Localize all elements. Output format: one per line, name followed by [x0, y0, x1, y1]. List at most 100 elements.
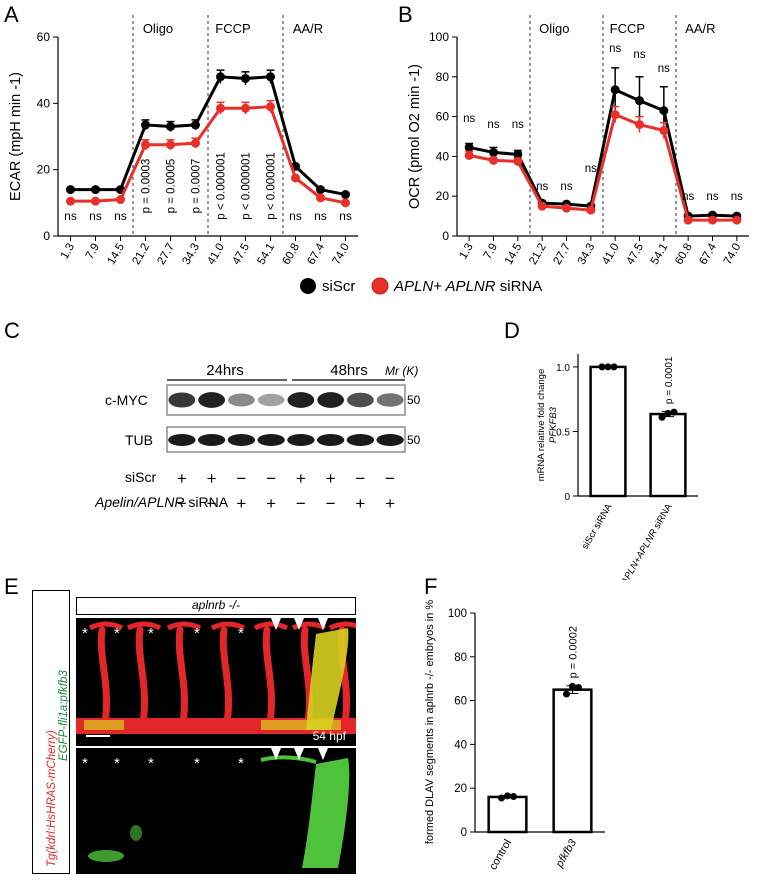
y-tick-label: 40 — [37, 96, 51, 110]
data-point — [586, 205, 596, 215]
band-myc — [346, 392, 374, 408]
arrowhead — [294, 618, 304, 630]
y-tick-label: 20 — [436, 189, 450, 203]
x-tick-label: 21.2 — [527, 242, 549, 267]
data-point — [670, 408, 678, 416]
band-tub — [227, 434, 256, 446]
y-tick-label: 60 — [454, 696, 467, 708]
data-point — [291, 173, 300, 183]
panel-letter-b: B — [398, 2, 413, 27]
annotation-ns: ns — [633, 49, 645, 61]
blot-size-tub: 50 — [407, 433, 421, 447]
data-point — [216, 72, 225, 82]
sign-sirna: + — [385, 494, 395, 513]
western-blot: 24hrs 48hrs Mr (K) c-MYC TUB 50 50 siScr… — [95, 362, 421, 513]
x-tick-label: 60.8 — [281, 242, 303, 267]
x-tick-label: 1.3 — [59, 242, 77, 262]
y-tick-label: 60 — [436, 110, 450, 124]
y-axis-label: ECAR (mpH min -1) — [8, 72, 24, 201]
sign-sirna: + — [355, 494, 365, 513]
asterisk: * — [148, 625, 154, 642]
data-point — [510, 793, 517, 801]
y-tick-label: 100 — [448, 608, 467, 620]
data-point — [659, 106, 669, 116]
y-tick-label: 60 — [37, 30, 51, 44]
data-point — [316, 185, 325, 195]
y-tick-label: 0 — [461, 827, 467, 839]
panel-letter-c: C — [4, 318, 20, 343]
data-point — [575, 683, 582, 691]
y-tick-label: 20 — [454, 783, 467, 795]
legend-marker-siscr — [300, 278, 316, 294]
sign-sirna: − — [207, 494, 217, 513]
blot-size-myc: 50 — [407, 393, 421, 407]
band-tub — [257, 434, 285, 446]
arrowhead — [318, 748, 328, 760]
phase-label: FCCP — [215, 21, 250, 36]
annotation-ns: ns — [585, 163, 597, 175]
legend-label-siscr: siScr — [322, 278, 355, 295]
green-cell — [130, 825, 142, 841]
annotation-ns: ns — [682, 191, 694, 203]
asterisk: * — [82, 755, 88, 772]
annotation-ns: ns — [609, 43, 621, 55]
dorsal-vessel-segment — [210, 621, 246, 631]
annotation-ns: ns — [463, 113, 475, 125]
data-point — [241, 103, 250, 113]
data-point — [91, 196, 100, 206]
panel-letter-a: A — [4, 2, 19, 27]
dorsal-vessel-segment — [166, 621, 202, 631]
annotation-ns: ns — [114, 209, 127, 223]
green-overlap — [306, 628, 349, 730]
bar — [589, 365, 627, 498]
band-tub — [287, 434, 315, 446]
x-tick-label: 14.5 — [503, 242, 525, 267]
y-tick-label: 20 — [37, 163, 51, 177]
asterisk: * — [82, 625, 88, 642]
x-tick-label: 74.0 — [331, 242, 353, 267]
legend: siScr APLN+ APLNR siRNA — [300, 277, 542, 295]
data-point — [489, 155, 498, 165]
x-tick-label: 27.7 — [156, 242, 178, 267]
data-point — [489, 147, 498, 157]
x-tick-label: 41.0 — [600, 242, 622, 267]
x-tick-label: 67.4 — [306, 241, 328, 267]
data-point — [658, 413, 666, 421]
chart-a: 0 20 40 60 1.3 7.9 14.5 21.2 27.7 34.3 41.0 47.5 54.… — [8, 15, 358, 267]
phase-label: AA/R — [685, 21, 715, 36]
annotation-ns: ns — [289, 209, 302, 223]
x-tick-label: 34.3 — [181, 242, 203, 267]
annotation-p: p = 0.0003 — [141, 159, 153, 214]
band-myc — [287, 392, 315, 408]
data-point — [537, 201, 547, 211]
phase-label: Oligo — [539, 21, 569, 36]
data-point — [141, 140, 150, 150]
annotation-p: p = 0.0001 — [664, 356, 675, 404]
y-tick-label: 100 — [429, 30, 449, 44]
blot-row-label-tub: TUB — [125, 432, 153, 448]
data-point — [266, 102, 275, 112]
sign-sirna: + — [266, 494, 276, 513]
sign-siscr: − — [266, 469, 276, 488]
annotation-ns: ns — [706, 191, 718, 203]
data-point — [316, 193, 325, 203]
band-tub — [197, 434, 226, 446]
x-tick-label: 67.4 — [698, 241, 720, 267]
band-myc — [317, 392, 345, 408]
annotation-ns: ns — [731, 191, 743, 203]
annotation-ns: ns — [536, 181, 548, 193]
asterisk: * — [238, 755, 244, 772]
asterisk: * — [114, 755, 120, 772]
data-point — [708, 215, 717, 225]
x-tick-label: pfkfb3 — [553, 837, 579, 871]
intersegmental-vessel — [262, 626, 275, 732]
sign-siscr: − — [236, 469, 246, 488]
sign-siscr: + — [296, 469, 306, 488]
asterisk: * — [238, 625, 244, 642]
green-overlap — [261, 720, 341, 730]
y-tick-label: 80 — [454, 652, 467, 664]
bar — [552, 688, 593, 834]
asterisk: * — [114, 625, 120, 642]
annotation-ns: ns — [487, 119, 499, 131]
